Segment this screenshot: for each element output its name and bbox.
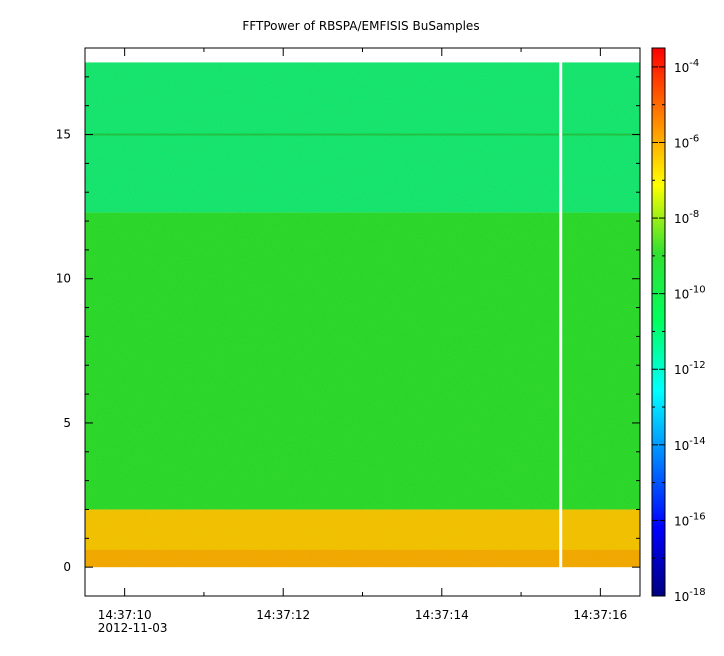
- colorbar-tick-label: 10-12: [674, 360, 706, 377]
- data-gap: [559, 61, 563, 569]
- colorbar-gradient: [652, 48, 665, 596]
- y-tick-label: 0: [63, 560, 71, 574]
- x-date-label: 2012-11-03: [98, 621, 168, 635]
- y-axis: 0 5 10 15: [56, 76, 640, 574]
- plot-area: [84, 47, 641, 597]
- colorbar-tick-label: 10-6: [674, 133, 699, 150]
- y-tick-label: 15: [56, 128, 71, 142]
- colorbar-frame: [651, 47, 666, 597]
- colorbar-tick-label: 10-16: [674, 511, 706, 528]
- x-tick-label: 14:37:12: [256, 608, 310, 622]
- colorbar-tick-label: 10-10: [674, 285, 706, 302]
- x-tick-label: 14:37:10: [98, 608, 152, 622]
- y-tick-label: 10: [56, 272, 71, 286]
- colorbar-tick-label: 10-18: [674, 587, 706, 604]
- noise-texture: [85, 62, 640, 568]
- x-tick-label: 14:37:14: [415, 608, 469, 622]
- colorbar-tick-label: 10-8: [674, 209, 699, 226]
- colorbar-tick-label: 10-4: [674, 58, 699, 75]
- x-axis: 14:37:10 14:37:12 14:37:14 14:37:16: [98, 48, 627, 622]
- x-tick-label: 14:37:16: [573, 608, 627, 622]
- colorbar-tick-label: 10-14: [674, 436, 706, 453]
- colorbar: 10-4 10-6 10-8 10-10 10-12 10-14 10-16 10-18: [651, 47, 706, 604]
- chart-title: FFTPower of RBSPA/EMFISIS BuSamples: [242, 19, 479, 33]
- colorbar-ticks: 10-4 10-6 10-8 10-10 10-12 10-14 10-16 10-18: [652, 58, 706, 604]
- y-tick-label: 5: [63, 416, 71, 430]
